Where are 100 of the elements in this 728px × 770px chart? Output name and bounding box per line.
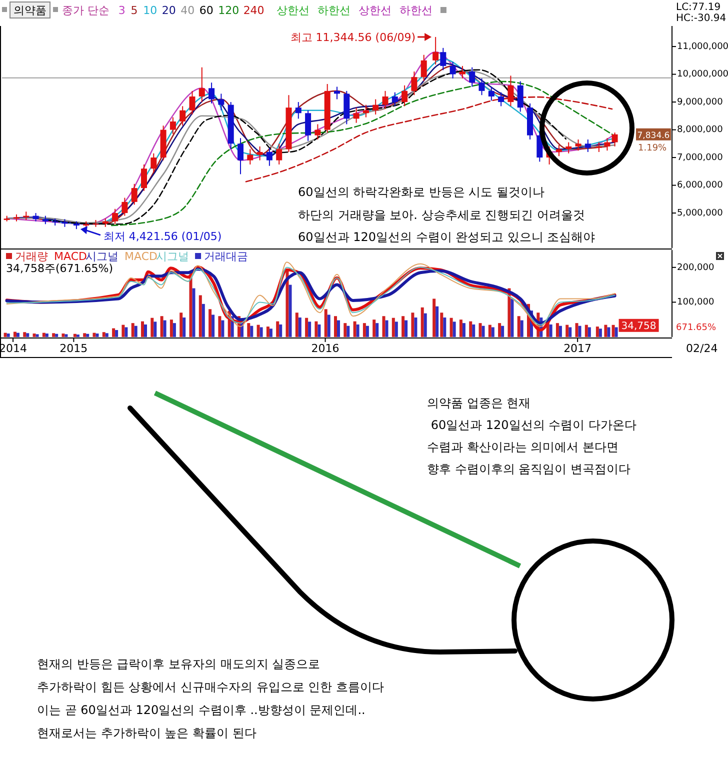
text: 의약품 업종은 현재 (427, 396, 531, 410)
bar (337, 320, 340, 337)
bar (102, 332, 106, 337)
bar (112, 328, 116, 337)
candlestick (238, 138, 244, 175)
bar (376, 323, 379, 337)
candlestick (170, 116, 176, 134)
bar (64, 334, 68, 337)
text: 이는 곧 60일선과 120일선의 수렴이후 ..방향성이 문제인데.. (37, 703, 366, 717)
bar (469, 321, 472, 337)
candlestick (459, 65, 466, 79)
bar (55, 334, 58, 337)
bar (105, 333, 108, 337)
candlestick (392, 92, 398, 107)
bar (394, 322, 398, 337)
bar (482, 326, 485, 337)
bar (286, 270, 289, 337)
candlestick (353, 107, 360, 124)
bar (353, 321, 356, 337)
bar (584, 324, 588, 337)
annotation: 하단의 거래량을 보아. 상승추세로 진행되긴 어려울것 (298, 208, 585, 222)
text: 상한선 (358, 4, 392, 17)
x-tick-label: 2016 (311, 342, 340, 355)
candlestick (508, 75, 514, 107)
bar (318, 324, 321, 337)
text: 671.65% (676, 323, 716, 333)
candlestick (314, 124, 321, 140)
text: 수렴과 확산이라는 의미에서 본다면 (427, 440, 618, 454)
text: 40 (180, 4, 195, 17)
series-label: 시그널 (156, 250, 190, 263)
bar (549, 324, 552, 337)
bar (436, 306, 439, 337)
bar (440, 312, 444, 337)
bar (324, 309, 328, 337)
annotation: 최저 4,421.56 (01/05) (103, 230, 222, 244)
text: HC:-30.94 (676, 13, 726, 24)
bar (279, 324, 282, 337)
annotation: 34,758 (621, 320, 656, 332)
bar (362, 323, 366, 337)
bar (346, 326, 350, 337)
bar (202, 304, 205, 337)
bar (366, 326, 369, 337)
text: 추가하락이 힘든 상황에서 신규매수자의 유입으로 인한 흐름이다 (37, 680, 384, 694)
candlestick (131, 183, 138, 206)
bar (45, 334, 48, 337)
text: 10 (143, 4, 158, 17)
bar (92, 332, 96, 337)
annotation: 1.19% (638, 143, 668, 154)
bar (556, 323, 559, 337)
candlestick (411, 71, 418, 96)
y-tick-label: 9,000,000 (677, 97, 724, 108)
bar (604, 324, 608, 337)
bar (443, 318, 446, 337)
bar (192, 288, 196, 337)
bar (122, 324, 125, 337)
bar (424, 313, 427, 337)
candlestick (498, 92, 504, 107)
candlestick (256, 146, 263, 161)
bar (13, 332, 16, 337)
bar (170, 320, 173, 337)
bar (250, 326, 254, 337)
bar (305, 318, 308, 337)
bar (382, 316, 386, 337)
bar (575, 323, 578, 337)
bar (16, 332, 20, 337)
candlestick (305, 110, 312, 142)
bar (160, 316, 164, 337)
candlestick (584, 138, 591, 152)
candlestick (402, 84, 408, 107)
candlestick (450, 61, 456, 79)
bar (308, 322, 312, 337)
y-tick-label: 6,000,000 (677, 180, 724, 191)
annotation: 최고 11,344.56 (06/09) (290, 30, 416, 44)
text: 20 (162, 4, 176, 17)
bar (459, 320, 462, 337)
bar (62, 334, 65, 337)
bar (269, 328, 272, 337)
candlestick (372, 98, 379, 116)
candlestick (432, 36, 439, 66)
candlestick (575, 138, 582, 152)
bar (488, 324, 492, 337)
text: 현재의 반등은 급락이후 보유자의 매도의지 실종으로 (37, 657, 320, 671)
bar (327, 314, 330, 337)
candlestick (517, 80, 524, 112)
series-label: MACD (124, 250, 158, 263)
bar (517, 316, 520, 337)
bar (198, 295, 202, 337)
candlestick (469, 66, 476, 88)
bar (172, 323, 176, 337)
x-tick-label: 2017 (564, 342, 592, 355)
bar (420, 307, 424, 337)
y-tick-label: 11,000,000 (677, 42, 728, 52)
bar (607, 327, 610, 337)
bar (596, 326, 599, 337)
bar (256, 324, 260, 337)
bar (472, 324, 476, 337)
candlestick (420, 54, 427, 82)
bar (314, 321, 318, 337)
text: 현재로서는 추가하락이 높은 확률이 된다 (37, 726, 256, 740)
bar (52, 333, 56, 337)
